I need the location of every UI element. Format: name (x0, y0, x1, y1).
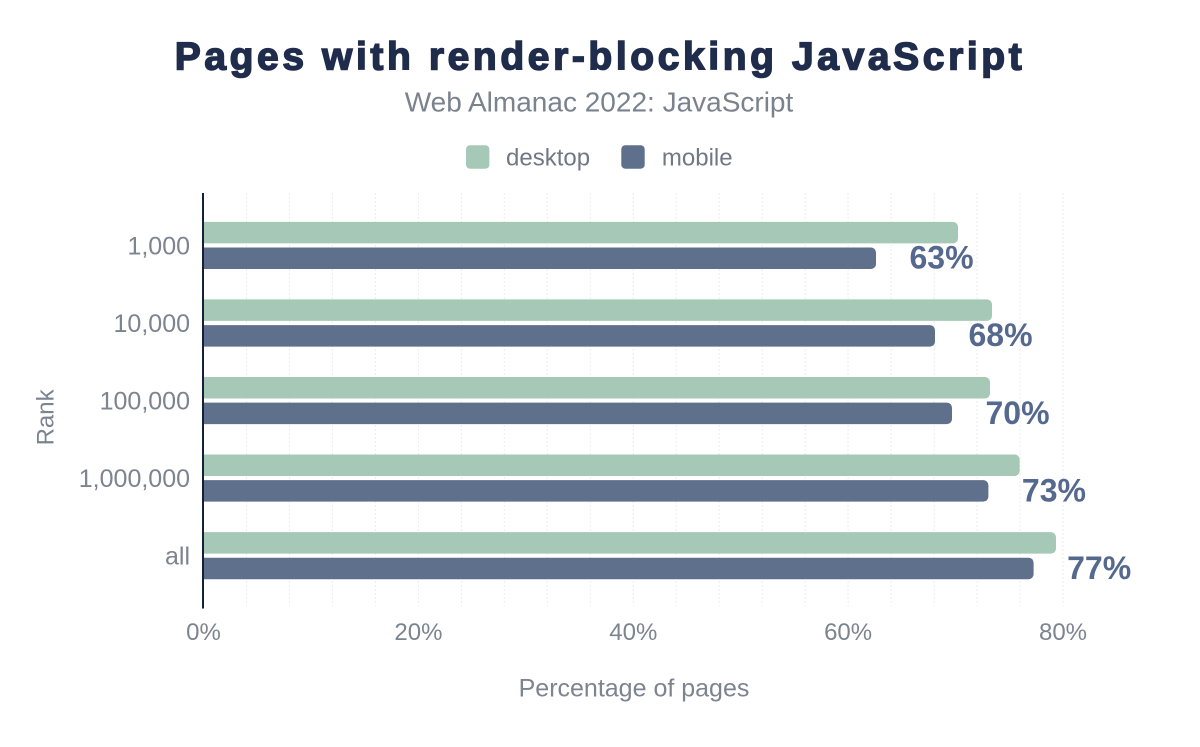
svg-text:70%: 70% (986, 395, 1050, 431)
svg-text:63%: 63% (910, 240, 974, 276)
svg-text:77%: 77% (1067, 550, 1131, 586)
svg-text:68%: 68% (969, 317, 1033, 353)
svg-text:73%: 73% (1022, 472, 1086, 508)
svg-text:1,000: 1,000 (127, 233, 190, 261)
svg-text:60%: 60% (824, 619, 872, 646)
svg-text:Rank: Rank (33, 388, 60, 445)
svg-text:80%: 80% (1039, 619, 1087, 646)
svg-text:Pages with render-blocking Jav: Pages with render-blocking JavaScript (175, 36, 1026, 79)
svg-text:mobile: mobile (662, 145, 733, 172)
svg-text:40%: 40% (609, 619, 657, 646)
svg-text:0%: 0% (186, 619, 221, 646)
svg-text:Web Almanac 2022: JavaScript: Web Almanac 2022: JavaScript (405, 87, 794, 118)
svg-text:10,000: 10,000 (114, 310, 190, 338)
svg-text:100,000: 100,000 (100, 388, 190, 416)
svg-text:20%: 20% (394, 619, 442, 646)
svg-text:Percentage of pages: Percentage of pages (519, 675, 750, 703)
svg-text:1,000,000: 1,000,000 (79, 465, 190, 493)
svg-text:desktop: desktop (506, 145, 590, 172)
svg-text:all: all (165, 543, 190, 571)
